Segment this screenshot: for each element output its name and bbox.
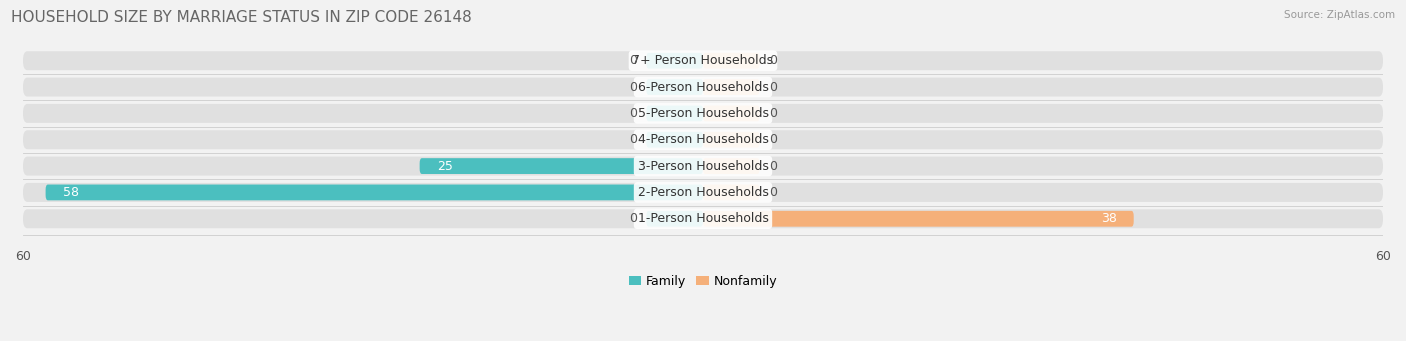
Text: 0: 0 bbox=[630, 133, 637, 146]
Text: Source: ZipAtlas.com: Source: ZipAtlas.com bbox=[1284, 10, 1395, 20]
FancyBboxPatch shape bbox=[647, 132, 703, 148]
Text: 0: 0 bbox=[769, 186, 776, 199]
FancyBboxPatch shape bbox=[703, 158, 759, 174]
Text: 38: 38 bbox=[1101, 212, 1116, 225]
FancyBboxPatch shape bbox=[647, 53, 703, 69]
FancyBboxPatch shape bbox=[22, 104, 1384, 123]
Text: 58: 58 bbox=[63, 186, 79, 199]
Legend: Family, Nonfamily: Family, Nonfamily bbox=[624, 270, 782, 293]
Text: 0: 0 bbox=[769, 160, 776, 173]
FancyBboxPatch shape bbox=[22, 130, 1384, 149]
FancyBboxPatch shape bbox=[22, 183, 1384, 202]
FancyBboxPatch shape bbox=[647, 211, 703, 227]
Text: 0: 0 bbox=[630, 54, 637, 67]
Text: 1-Person Households: 1-Person Households bbox=[637, 212, 769, 225]
Text: 3-Person Households: 3-Person Households bbox=[637, 160, 769, 173]
Text: HOUSEHOLD SIZE BY MARRIAGE STATUS IN ZIP CODE 26148: HOUSEHOLD SIZE BY MARRIAGE STATUS IN ZIP… bbox=[11, 10, 472, 25]
Text: 0: 0 bbox=[630, 80, 637, 93]
Text: 0: 0 bbox=[630, 212, 637, 225]
FancyBboxPatch shape bbox=[703, 53, 759, 69]
Text: 7+ Person Households: 7+ Person Households bbox=[633, 54, 773, 67]
FancyBboxPatch shape bbox=[703, 132, 759, 148]
Text: 5-Person Households: 5-Person Households bbox=[637, 107, 769, 120]
FancyBboxPatch shape bbox=[45, 184, 703, 200]
Text: 0: 0 bbox=[769, 80, 776, 93]
FancyBboxPatch shape bbox=[419, 158, 703, 174]
Text: 6-Person Households: 6-Person Households bbox=[637, 80, 769, 93]
FancyBboxPatch shape bbox=[22, 77, 1384, 97]
FancyBboxPatch shape bbox=[703, 184, 759, 200]
FancyBboxPatch shape bbox=[647, 105, 703, 121]
Text: 4-Person Households: 4-Person Households bbox=[637, 133, 769, 146]
FancyBboxPatch shape bbox=[703, 211, 1133, 227]
Text: 0: 0 bbox=[630, 107, 637, 120]
FancyBboxPatch shape bbox=[647, 79, 703, 95]
FancyBboxPatch shape bbox=[22, 51, 1384, 70]
Text: 0: 0 bbox=[769, 133, 776, 146]
Text: 0: 0 bbox=[769, 107, 776, 120]
Text: 25: 25 bbox=[437, 160, 453, 173]
FancyBboxPatch shape bbox=[22, 157, 1384, 176]
FancyBboxPatch shape bbox=[703, 79, 759, 95]
Text: 2-Person Households: 2-Person Households bbox=[637, 186, 769, 199]
FancyBboxPatch shape bbox=[703, 105, 759, 121]
FancyBboxPatch shape bbox=[22, 209, 1384, 228]
Text: 0: 0 bbox=[769, 54, 776, 67]
